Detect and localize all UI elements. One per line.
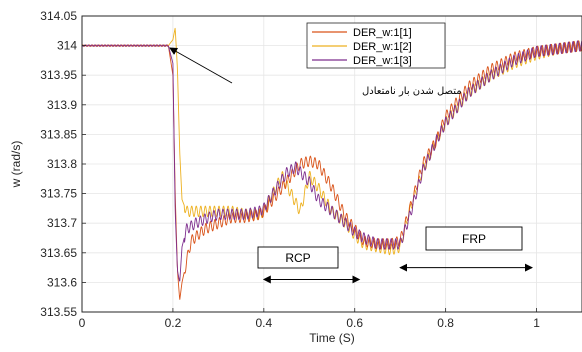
rcp-label: RCP — [285, 251, 310, 265]
y-axis-label: w (rad/s) — [9, 141, 23, 189]
y-tick-label: 313.7 — [47, 216, 77, 230]
legend-label-1: DER_w:1[1] — [353, 27, 412, 39]
x-tick-label: 0.6 — [346, 316, 363, 330]
y-tick-label: 313.8 — [47, 157, 77, 171]
ticks: 0 0.2 0.4 0.6 0.8 1 313.55 313.6 313.65 313.7 313.… — [40, 9, 540, 330]
annotation-text: متصل شدن بار نامتعادل — [362, 86, 462, 97]
x-tick-label: 0.4 — [255, 316, 272, 330]
frp-box — [425, 226, 523, 251]
legend: DER_w:1[1] DER_w:1[2] DER_w:1[3] — [306, 22, 446, 69]
y-tick-label: 314.05 — [40, 9, 77, 23]
y-tick-label: 313.85 — [40, 127, 77, 141]
x-tick-label: 1 — [533, 316, 540, 330]
y-tick-label: 313.6 — [47, 275, 77, 289]
frp-label: FRP — [462, 232, 486, 246]
series-line-3 — [82, 40, 582, 282]
y-tick-label: 313.65 — [40, 246, 77, 260]
grid — [81, 15, 582, 313]
annotation-arrow — [169, 47, 233, 84]
y-tick-label: 313.55 — [40, 305, 77, 319]
x-tick-label: 0.2 — [165, 316, 182, 330]
x-tick-label: 0 — [79, 316, 86, 330]
annotation-rcp: RCP — [257, 246, 361, 284]
x-tick-label: 0.8 — [437, 316, 454, 330]
rcp-box — [257, 246, 339, 269]
y-tick-label: 313.9 — [47, 98, 77, 112]
y-tick-label: 313.75 — [40, 187, 77, 201]
series-layer — [82, 27, 582, 300]
legend-label-2: DER_w:1[2] — [353, 41, 412, 53]
legend-label-3: DER_w:1[3] — [353, 55, 412, 67]
annotation-unbalanced-load: متصل شدن بار نامتعادل — [169, 47, 462, 97]
y-tick-label: 313.95 — [40, 68, 77, 82]
y-tick-label: 314 — [57, 39, 77, 53]
annotation-frp: FRP — [399, 226, 533, 272]
x-axis-label: Time (S) — [309, 331, 355, 345]
